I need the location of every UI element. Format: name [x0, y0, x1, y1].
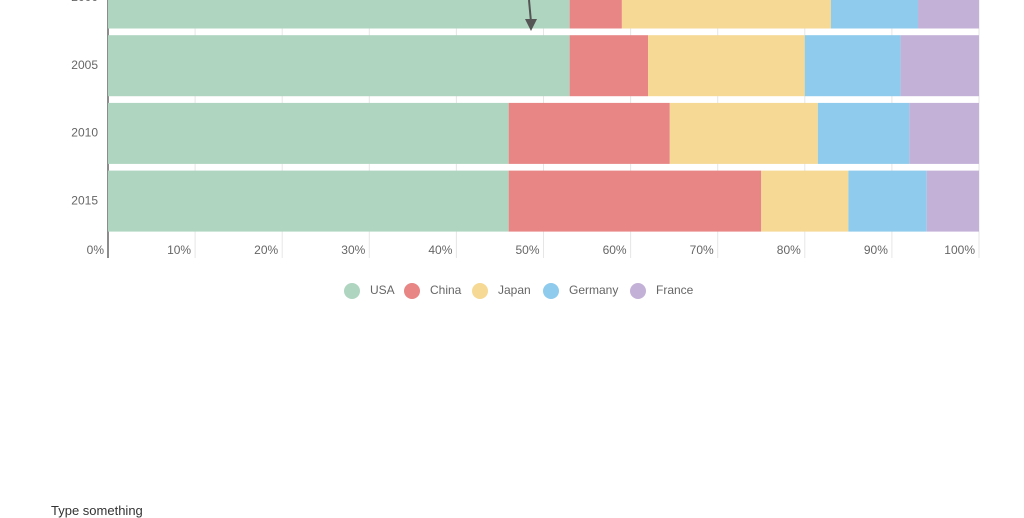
bar-segment [804, 35, 901, 97]
bar-segment [508, 102, 670, 164]
bar-segment [761, 170, 849, 232]
bar-segment [108, 35, 570, 97]
legend-label: China [430, 283, 462, 297]
bar-segment [817, 102, 910, 164]
x-tick-label: 10% [167, 243, 191, 257]
x-tick-label: 20% [254, 243, 278, 257]
annotation-arrowhead [525, 19, 537, 31]
x-tick-label: 50% [515, 243, 539, 257]
x-tick-label: 80% [777, 243, 801, 257]
x-tick-label: 30% [341, 243, 365, 257]
y-tick-label: 2015 [71, 193, 98, 207]
bar-segment [926, 170, 979, 232]
legend-marker [630, 283, 646, 299]
bar-segment [648, 35, 805, 97]
bar-segment [621, 0, 831, 29]
annotation-arrow [528, 0, 532, 23]
y-tick-label: 2010 [71, 126, 98, 140]
y-tick-label: 2000 [71, 0, 98, 4]
bar-segment [508, 170, 762, 232]
input-placeholder[interactable]: Type something [51, 503, 143, 518]
legend-marker [543, 283, 559, 299]
bar-segment [848, 170, 927, 232]
x-tick-label: 100% [944, 243, 975, 257]
bar-segment [669, 102, 818, 164]
x-tick-label: 90% [864, 243, 888, 257]
legend-marker [472, 283, 488, 299]
bar-segment [108, 170, 509, 232]
legend-marker [404, 283, 420, 299]
chart: 0% 10% 20% 30% 40% 50% 60% 70% 80% 90% 100% 2000 200… [71, 0, 980, 299]
bar-segment [108, 102, 509, 164]
bar-segment [108, 0, 570, 29]
legend-label: Germany [569, 283, 618, 297]
x-tick-label: 0% [87, 243, 105, 257]
y-tick-label: 2005 [71, 58, 98, 72]
x-tick-label: 40% [428, 243, 452, 257]
legend-label: USA [370, 283, 395, 297]
legend-marker [344, 283, 360, 299]
x-tick-label: 70% [690, 243, 714, 257]
legend-label: Japan [498, 283, 531, 297]
bar-segment [569, 35, 649, 97]
bar-segment [830, 0, 919, 29]
bar-segment [909, 102, 979, 164]
bar-segment [900, 35, 979, 97]
bar-segment [918, 0, 979, 29]
bar-segment [569, 0, 622, 29]
legend-label: France [656, 283, 694, 297]
x-tick-label: 60% [603, 243, 627, 257]
